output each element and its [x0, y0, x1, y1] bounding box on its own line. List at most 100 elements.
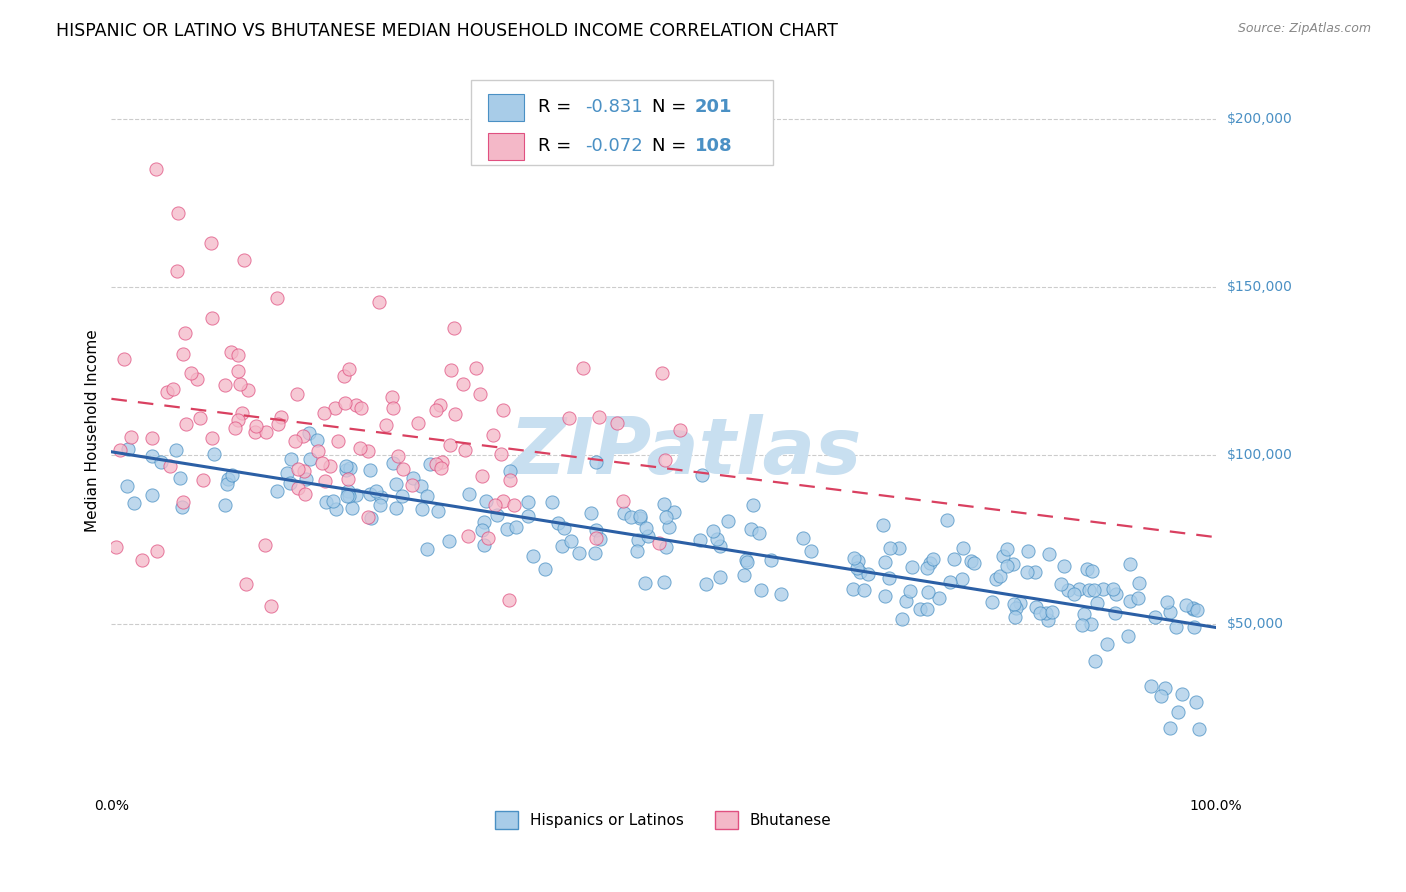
Point: [471, 469, 494, 483]
Point: [652, 575, 675, 590]
Point: [276, 466, 298, 480]
Text: -0.831: -0.831: [585, 98, 643, 116]
Point: [305, 433, 328, 447]
Point: [169, 470, 191, 484]
Point: [200, 236, 222, 251]
Point: [695, 577, 717, 591]
Point: [457, 529, 479, 543]
Point: [492, 402, 515, 417]
Point: [1095, 637, 1118, 651]
Point: [735, 555, 758, 569]
Point: [458, 487, 481, 501]
Point: [374, 417, 396, 432]
Point: [287, 481, 309, 495]
Point: [344, 488, 367, 502]
Point: [1067, 582, 1090, 596]
Point: [995, 558, 1018, 573]
Point: [891, 612, 914, 626]
Point: [429, 460, 451, 475]
Point: [280, 452, 302, 467]
Point: [201, 310, 224, 325]
Point: [385, 477, 408, 491]
Text: N =: N =: [652, 98, 692, 116]
Text: $150,000: $150,000: [1226, 280, 1292, 294]
Point: [626, 543, 648, 558]
Point: [298, 426, 321, 441]
Point: [319, 459, 342, 474]
Point: [1140, 679, 1163, 693]
Point: [401, 478, 423, 492]
Point: [560, 534, 582, 549]
Point: [1042, 605, 1064, 619]
Point: [391, 489, 413, 503]
Point: [425, 402, 447, 417]
Point: [360, 510, 382, 524]
Point: [499, 464, 522, 478]
Point: [226, 348, 249, 362]
Point: [357, 510, 380, 524]
Point: [254, 538, 277, 552]
Point: [1153, 681, 1175, 696]
Point: [364, 484, 387, 499]
Point: [443, 320, 465, 334]
Point: [337, 489, 360, 503]
Point: [571, 360, 593, 375]
Point: [921, 552, 943, 566]
Point: [224, 421, 246, 435]
Point: [337, 362, 360, 376]
Text: R =: R =: [538, 98, 578, 116]
Point: [553, 521, 575, 535]
Point: [1159, 605, 1181, 619]
Point: [1001, 558, 1024, 572]
Point: [533, 562, 555, 576]
Point: [1144, 610, 1167, 624]
Point: [402, 470, 425, 484]
Point: [202, 447, 225, 461]
Point: [292, 464, 315, 478]
Point: [877, 571, 900, 585]
Point: [1166, 620, 1188, 634]
Point: [1119, 594, 1142, 608]
Point: [583, 546, 606, 560]
Point: [654, 510, 676, 524]
Point: [172, 494, 194, 508]
Point: [792, 531, 814, 545]
Point: [702, 524, 724, 538]
Point: [314, 406, 336, 420]
Point: [117, 442, 139, 456]
Point: [647, 536, 669, 550]
Point: [325, 502, 347, 516]
Point: [894, 594, 917, 608]
Point: [873, 590, 896, 604]
Point: [335, 458, 357, 473]
Point: [141, 488, 163, 502]
Point: [335, 462, 357, 476]
Point: [285, 386, 308, 401]
Point: [1050, 577, 1073, 591]
Point: [359, 462, 381, 476]
Point: [770, 587, 793, 601]
Point: [709, 540, 731, 554]
Point: [541, 495, 564, 509]
Point: [1181, 602, 1204, 616]
Point: [849, 566, 872, 580]
Point: [485, 508, 508, 523]
Point: [889, 541, 911, 555]
Point: [1017, 565, 1039, 579]
Point: [761, 553, 783, 567]
Point: [219, 345, 242, 359]
Point: [915, 602, 938, 616]
Point: [505, 519, 527, 533]
Point: [800, 543, 823, 558]
Point: [291, 429, 314, 443]
Point: [165, 442, 187, 457]
Text: ZIPatlas: ZIPatlas: [509, 414, 862, 490]
Point: [411, 479, 433, 493]
Point: [1029, 606, 1052, 620]
Point: [471, 524, 494, 538]
Point: [717, 514, 740, 528]
Point: [162, 382, 184, 396]
Text: $50,000: $50,000: [1226, 616, 1284, 631]
Point: [484, 498, 506, 512]
Point: [186, 372, 208, 386]
